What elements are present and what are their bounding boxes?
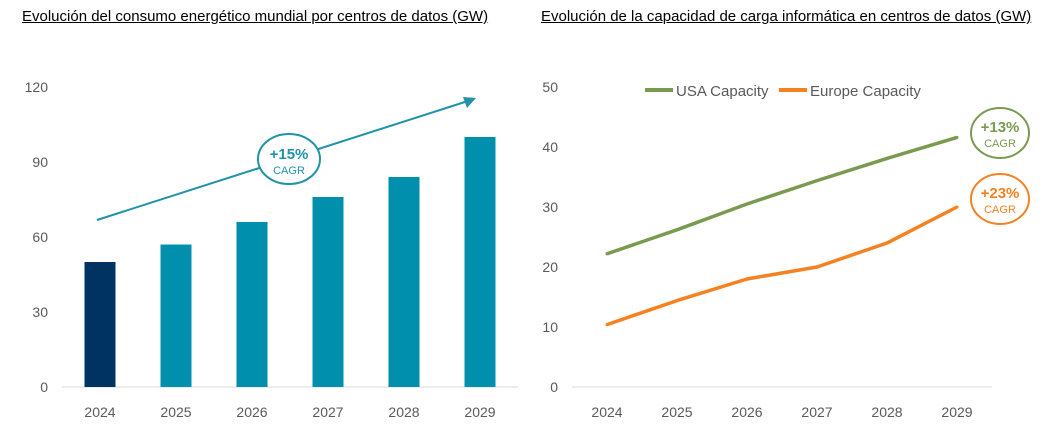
series-point-0: [675, 228, 679, 232]
series-cagr-value-1: +23%: [981, 185, 1020, 202]
line-x-tick-label: 2024: [591, 404, 622, 420]
bar-2029: [464, 137, 496, 387]
line-x-tick-label: 2025: [661, 404, 692, 420]
cagr-badge-label: CAGR: [273, 165, 305, 177]
cagr-badge-value: +15%: [270, 146, 309, 163]
line-y-tick-label: 30: [542, 199, 558, 215]
line-x-tick-label: 2028: [871, 404, 902, 420]
bar-x-tick-label: 2024: [84, 404, 115, 420]
bar-y-tick-label: 120: [25, 79, 49, 95]
bar-x-tick-label: 2025: [160, 404, 191, 420]
series-point-1: [675, 299, 679, 303]
bar-x-tick-label: 2027: [312, 404, 343, 420]
series-point-1: [885, 241, 889, 245]
series-cagr-label-1: CAGR: [984, 204, 1016, 216]
series-line-0: [606, 135, 958, 256]
series-point-0: [815, 179, 819, 183]
line-y-tick-label: 20: [542, 259, 558, 275]
series-cagr-badge-0: [970, 107, 1030, 159]
bar-y-tick-label: 30: [32, 304, 48, 320]
series-point-0: [605, 252, 609, 256]
line-y-tick-label: 50: [542, 79, 558, 95]
legend-label-0: USA Capacity: [676, 83, 769, 100]
series-cagr-value-0: +13%: [981, 119, 1020, 136]
bar-x-tick-label: 2028: [388, 404, 419, 420]
bar-x-tick-label: 2026: [236, 404, 267, 420]
series-point-1: [745, 277, 749, 281]
bar-x-tick-label: 2029: [464, 404, 495, 420]
bar-2024: [84, 262, 116, 387]
trend-arrow-head: [463, 97, 476, 108]
bar-y-tick-label: 90: [32, 154, 48, 170]
line-x-tick-label: 2029: [941, 404, 972, 420]
bar-y-tick-label: 0: [40, 379, 48, 395]
bar-y-tick-label: 60: [32, 229, 48, 245]
series-point-0: [885, 156, 889, 160]
series-line-1: [606, 205, 958, 327]
line-y-tick-label: 10: [542, 319, 558, 335]
legend-label-1: Europe Capacity: [810, 83, 921, 100]
bar-2026: [236, 222, 268, 387]
left-chart-title: Evolución del consumo energético mundial…: [22, 8, 489, 25]
series-point-0: [745, 202, 749, 206]
series-cagr-label-0: CAGR: [984, 138, 1016, 150]
series-point-0: [955, 135, 959, 139]
bar-2025: [160, 244, 192, 387]
right-chart-title: Evolución de la capacidad de carga infor…: [541, 8, 1032, 25]
line-y-tick-label: 0: [550, 379, 558, 395]
bar-2028: [388, 177, 420, 387]
line-y-tick-label: 40: [542, 139, 558, 155]
series-point-1: [815, 265, 819, 269]
series-point-1: [605, 323, 609, 327]
series-cagr-badge-1: [970, 173, 1030, 225]
bar-2027: [312, 197, 344, 387]
cagr-badge: [257, 133, 321, 185]
line-x-tick-label: 2027: [801, 404, 832, 420]
line-x-tick-label: 2026: [731, 404, 762, 420]
series-point-1: [955, 205, 959, 209]
